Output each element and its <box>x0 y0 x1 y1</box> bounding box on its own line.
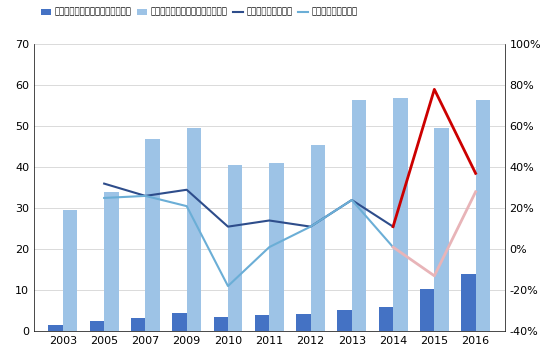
Bar <box>434 128 449 331</box>
Bar <box>172 313 187 331</box>
Bar <box>63 210 77 331</box>
Bar <box>228 165 242 331</box>
Bar <box>420 289 434 331</box>
Bar <box>393 97 408 331</box>
Bar <box>255 315 269 331</box>
Bar <box>337 310 352 331</box>
Bar <box>104 192 118 331</box>
Bar <box>214 317 228 331</box>
Bar <box>146 139 160 331</box>
Bar <box>461 274 475 331</box>
Bar <box>310 145 325 331</box>
Bar <box>379 307 393 331</box>
Bar <box>48 325 63 331</box>
Bar <box>90 321 104 331</box>
Bar <box>269 163 284 331</box>
Bar <box>475 100 490 331</box>
Legend: 草鐵磷全球规模（亿美元，左轴）, 草甘磷全球规模（亿美元，左轴）, 草鐵磷增速（右轴）, 草甘磷增速（右轴）: 草鐵磷全球规模（亿美元，左轴）, 草甘磷全球规模（亿美元，左轴）, 草鐵磷增速（… <box>38 4 361 20</box>
Bar <box>131 318 146 331</box>
Bar <box>352 100 366 331</box>
Bar <box>296 314 310 331</box>
Bar <box>187 128 201 331</box>
